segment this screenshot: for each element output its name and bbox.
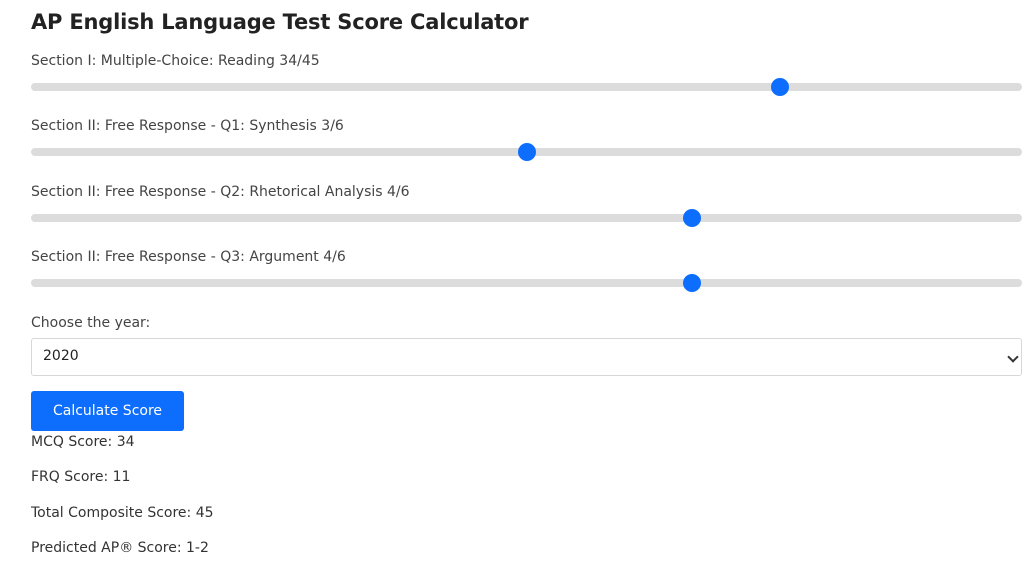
composite-score-text: Total Composite Score: 45 [31,505,214,521]
frq-rhetorical-label: Section II: Free Response - Q2: Rhetoric… [31,184,410,200]
slider-track[interactable] [31,214,1022,222]
slider-track[interactable] [31,83,1022,91]
frq-argument-label: Section II: Free Response - Q3: Argument… [31,249,346,265]
year-select-value: 2020 [43,348,79,364]
mcq-reading-slider[interactable] [31,78,1022,96]
mcq-reading-label: Section I: Multiple-Choice: Reading 34/4… [31,53,320,69]
frq-synthesis-label: Section II: Free Response - Q1: Synthesi… [31,118,344,134]
calculate-score-button[interactable]: Calculate Score [31,391,184,431]
slider-thumb[interactable] [770,78,789,96]
frq-synthesis-slider[interactable] [31,143,1022,161]
slider-thumb[interactable] [517,143,536,161]
slider-thumb[interactable] [682,274,701,292]
slider-thumb[interactable] [682,209,701,227]
year-label: Choose the year: [31,315,151,331]
frq-argument-slider[interactable] [31,274,1022,292]
chevron-down-icon [1007,351,1019,363]
frq-score-text: FRQ Score: 11 [31,469,131,485]
frq-rhetorical-slider[interactable] [31,209,1022,227]
slider-track[interactable] [31,279,1022,287]
year-select[interactable]: 2020 [31,338,1022,376]
page-title: AP English Language Test Score Calculato… [31,10,529,34]
predicted-score-text: Predicted AP® Score: 1-2 [31,540,209,556]
mcq-score-text: MCQ Score: 34 [31,434,135,450]
